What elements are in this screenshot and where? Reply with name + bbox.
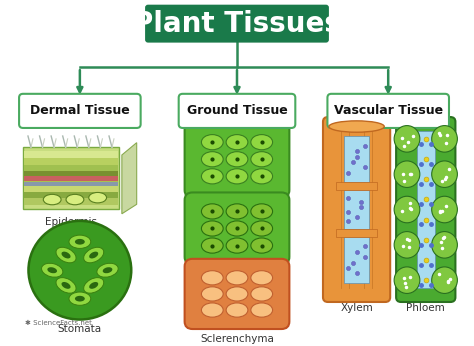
Ellipse shape bbox=[42, 263, 63, 277]
Ellipse shape bbox=[84, 277, 104, 293]
Ellipse shape bbox=[226, 238, 248, 253]
Ellipse shape bbox=[201, 152, 223, 167]
Ellipse shape bbox=[226, 271, 248, 285]
Ellipse shape bbox=[432, 126, 457, 152]
FancyBboxPatch shape bbox=[184, 121, 290, 198]
Ellipse shape bbox=[43, 194, 61, 205]
Ellipse shape bbox=[97, 263, 118, 277]
Ellipse shape bbox=[432, 231, 457, 258]
Bar bbox=[344, 237, 369, 283]
Ellipse shape bbox=[394, 267, 420, 293]
Ellipse shape bbox=[201, 238, 223, 253]
Ellipse shape bbox=[75, 296, 85, 301]
FancyBboxPatch shape bbox=[328, 94, 449, 128]
Ellipse shape bbox=[226, 287, 248, 301]
Ellipse shape bbox=[432, 161, 457, 188]
Text: Parenchyma: Parenchyma bbox=[205, 202, 269, 212]
Ellipse shape bbox=[201, 204, 223, 219]
Text: Sclerenchyma: Sclerenchyma bbox=[200, 334, 274, 344]
Text: Ground Tissue: Ground Tissue bbox=[187, 104, 287, 117]
Ellipse shape bbox=[89, 192, 107, 203]
Ellipse shape bbox=[226, 152, 248, 167]
Ellipse shape bbox=[62, 252, 71, 258]
Ellipse shape bbox=[432, 196, 457, 223]
Bar bbox=[417, 131, 435, 288]
Ellipse shape bbox=[251, 135, 273, 150]
Ellipse shape bbox=[103, 267, 112, 273]
Ellipse shape bbox=[47, 267, 57, 273]
Ellipse shape bbox=[75, 239, 85, 245]
Ellipse shape bbox=[201, 221, 223, 236]
Ellipse shape bbox=[201, 271, 223, 285]
FancyBboxPatch shape bbox=[23, 147, 119, 209]
Ellipse shape bbox=[56, 247, 76, 263]
Bar bbox=[24, 199, 118, 205]
Ellipse shape bbox=[201, 287, 223, 301]
FancyBboxPatch shape bbox=[396, 117, 456, 302]
Ellipse shape bbox=[251, 238, 273, 253]
Ellipse shape bbox=[394, 161, 420, 188]
Ellipse shape bbox=[69, 235, 91, 248]
Ellipse shape bbox=[69, 292, 91, 305]
Bar bbox=[24, 151, 118, 158]
Text: Stomata: Stomata bbox=[58, 324, 102, 334]
Text: Collenchyma: Collenchyma bbox=[203, 269, 271, 279]
Ellipse shape bbox=[329, 121, 384, 132]
Bar bbox=[344, 190, 369, 229]
Ellipse shape bbox=[62, 282, 71, 289]
Text: Vascular Tissue: Vascular Tissue bbox=[334, 104, 443, 117]
Ellipse shape bbox=[251, 152, 273, 167]
FancyBboxPatch shape bbox=[145, 5, 329, 43]
Ellipse shape bbox=[432, 267, 457, 293]
FancyBboxPatch shape bbox=[179, 94, 295, 128]
Bar bbox=[24, 178, 118, 185]
Ellipse shape bbox=[226, 169, 248, 184]
Text: ✱ ScienceFacts.net: ✱ ScienceFacts.net bbox=[25, 320, 91, 326]
Ellipse shape bbox=[251, 221, 273, 236]
Ellipse shape bbox=[56, 277, 76, 293]
Ellipse shape bbox=[201, 169, 223, 184]
Ellipse shape bbox=[394, 231, 420, 258]
Bar bbox=[24, 176, 118, 181]
Bar bbox=[24, 182, 118, 186]
Ellipse shape bbox=[251, 271, 273, 285]
FancyBboxPatch shape bbox=[19, 94, 141, 128]
Text: Epidermis: Epidermis bbox=[45, 217, 97, 227]
Ellipse shape bbox=[251, 287, 273, 301]
Bar bbox=[24, 172, 118, 178]
Ellipse shape bbox=[226, 204, 248, 219]
Text: Phloem: Phloem bbox=[406, 303, 445, 313]
Bar bbox=[24, 185, 118, 192]
Bar bbox=[336, 229, 377, 237]
Text: Xylem: Xylem bbox=[340, 303, 373, 313]
Ellipse shape bbox=[226, 221, 248, 236]
Ellipse shape bbox=[394, 126, 420, 152]
Ellipse shape bbox=[394, 196, 420, 223]
Text: Plant Tissues: Plant Tissues bbox=[133, 10, 341, 38]
Bar bbox=[336, 182, 377, 190]
Bar bbox=[344, 137, 369, 182]
Ellipse shape bbox=[251, 303, 273, 317]
Bar bbox=[24, 158, 118, 165]
Ellipse shape bbox=[201, 303, 223, 317]
Ellipse shape bbox=[226, 303, 248, 317]
Ellipse shape bbox=[89, 252, 98, 258]
Bar bbox=[24, 165, 118, 172]
Ellipse shape bbox=[251, 169, 273, 184]
Ellipse shape bbox=[226, 135, 248, 150]
Bar bbox=[24, 192, 118, 199]
Ellipse shape bbox=[201, 135, 223, 150]
Ellipse shape bbox=[84, 247, 104, 263]
Ellipse shape bbox=[66, 194, 84, 205]
Ellipse shape bbox=[89, 282, 98, 289]
FancyBboxPatch shape bbox=[184, 259, 290, 329]
FancyBboxPatch shape bbox=[323, 117, 390, 302]
Circle shape bbox=[28, 221, 131, 320]
Ellipse shape bbox=[251, 204, 273, 219]
Text: Dermal Tissue: Dermal Tissue bbox=[30, 104, 130, 117]
FancyBboxPatch shape bbox=[184, 192, 290, 265]
Polygon shape bbox=[122, 143, 137, 214]
